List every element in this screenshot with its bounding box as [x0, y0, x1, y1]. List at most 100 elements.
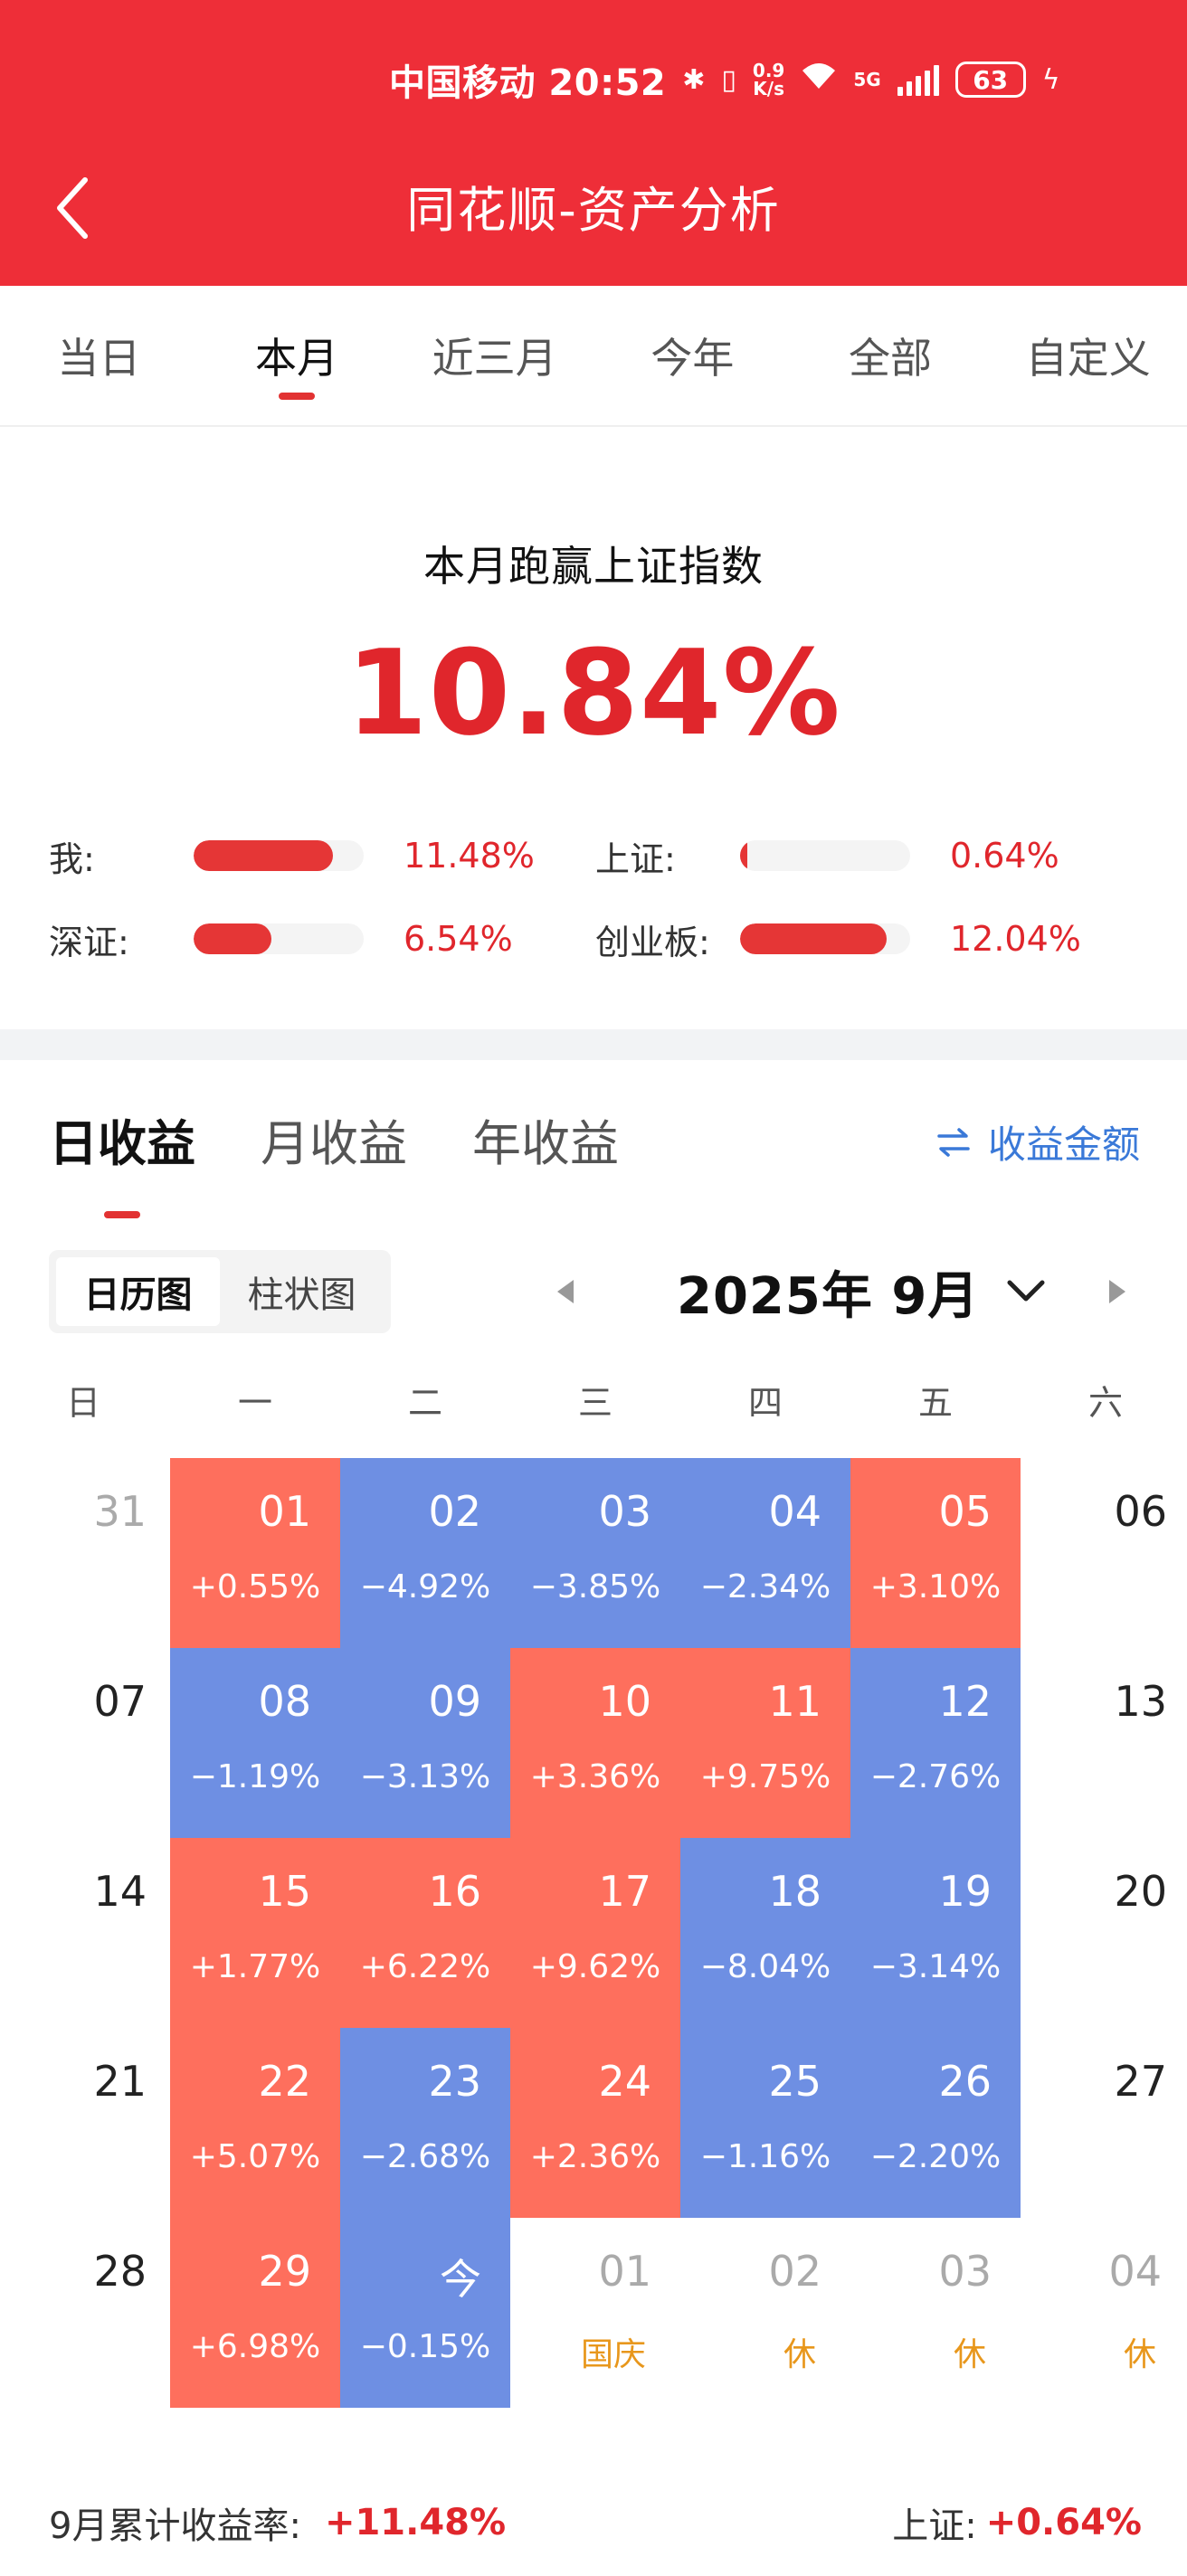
comparison-bar: [194, 840, 364, 871]
comparison-bar: [194, 923, 364, 954]
month-picker-button[interactable]: [1006, 1279, 1046, 1304]
comparison-bar: [740, 840, 910, 871]
calendar-day-return: −2.76%: [869, 1758, 1002, 1795]
calendar-day-cell[interactable]: 11 +9.75%: [680, 1648, 850, 1838]
calendar-day-cell[interactable]: 25 −1.16%: [680, 2028, 850, 2218]
triangle-right-icon: [1109, 1280, 1125, 1303]
calendar-day-return: +6.98%: [189, 2328, 321, 2365]
tab-last-three-months[interactable]: 近三月: [432, 334, 557, 383]
next-month-button[interactable]: [1095, 1264, 1140, 1319]
calendar-day-cell[interactable]: 19 −3.14%: [850, 1838, 1021, 2028]
comparison-value: 11.48%: [404, 836, 535, 876]
calendar-day-cell[interactable]: 05 +3.10%: [850, 1458, 1021, 1648]
signal-icon: [897, 63, 939, 96]
index-summary: 上证: +0.64%: [892, 2496, 1142, 2549]
comparison-shanghai: 上证: 0.64%: [595, 829, 1059, 883]
comparison-value: 6.54%: [404, 919, 513, 959]
tab-monthly-earnings[interactable]: 月收益: [261, 1115, 407, 1172]
calendar-day-number: 20: [1114, 1867, 1167, 1916]
calendar-day-number: 05: [938, 1487, 992, 1536]
calendar-day-number: 16: [428, 1867, 481, 1916]
calendar-day-number: 21: [93, 2057, 147, 2106]
view-toggle: 日历图 柱状图: [49, 1250, 391, 1333]
calendar-day-number: 31: [93, 1487, 147, 1536]
index-value: +0.64%: [985, 2502, 1142, 2543]
back-button[interactable]: [45, 172, 100, 244]
calendar-day-empty: 07: [0, 1648, 170, 1838]
comparison-value: 0.64%: [950, 836, 1059, 876]
comparison-label: 上证:: [595, 838, 676, 879]
triangle-left-icon: [557, 1280, 574, 1303]
calendar-day-number: 03: [938, 2247, 992, 2296]
comparison-label: 创业板:: [595, 922, 710, 962]
calendar-day-cell[interactable]: 今 −0.15%: [340, 2218, 510, 2408]
calendar-day-empty: 13: [1021, 1648, 1187, 1838]
calendar-day-cell[interactable]: 09 −3.13%: [340, 1648, 510, 1838]
vibrate-icon: ▯: [721, 63, 736, 96]
battery-icon: 63: [954, 62, 1026, 98]
calendar-day-empty: 04 休: [1021, 2218, 1187, 2408]
view-calendar-button[interactable]: 日历图: [56, 1257, 220, 1326]
prev-month-button[interactable]: [543, 1264, 588, 1319]
wifi-icon: [801, 62, 837, 98]
calendar-day-return: −2.20%: [869, 2138, 1002, 2175]
calendar-day-empty: 06: [1021, 1458, 1187, 1648]
calendar-day-cell[interactable]: 10 +3.36%: [510, 1648, 680, 1838]
calendar-day-return: −3.85%: [529, 1568, 661, 1605]
comparison-shenzhen: 深证: 6.54%: [49, 912, 513, 966]
calendar-day-return: −4.92%: [359, 1568, 491, 1605]
amount-toggle-button[interactable]: 收益金额: [935, 1114, 1140, 1170]
weekday-header: 日一二三四五六: [0, 1375, 1187, 1429]
calendar-holiday-label: 休: [783, 2336, 816, 2373]
comparison-label: 深证:: [49, 922, 129, 962]
calendar-day-cell[interactable]: 08 −1.19%: [170, 1648, 340, 1838]
weekday-label: 三: [577, 1383, 612, 1423]
weekday-label: 一: [237, 1383, 272, 1423]
calendar-day-cell[interactable]: 15 +1.77%: [170, 1838, 340, 2028]
calendar-day-cell[interactable]: 26 −2.20%: [850, 2028, 1021, 2218]
calendar-day-cell[interactable]: 22 +5.07%: [170, 2028, 340, 2218]
calendar-day-cell[interactable]: 18 −8.04%: [680, 1838, 850, 2028]
tab-all[interactable]: 全部: [849, 334, 933, 383]
comparison-bar: [740, 923, 910, 954]
weekday-label: 五: [917, 1383, 953, 1423]
calendar-day-cell[interactable]: 17 +9.62%: [510, 1838, 680, 2028]
tab-today[interactable]: 当日: [57, 334, 141, 383]
tab-custom[interactable]: 自定义: [1025, 334, 1151, 383]
calendar-day-empty: 28: [0, 2218, 170, 2408]
calendar-day-cell[interactable]: 24 +2.36%: [510, 2028, 680, 2218]
calendar-day-cell[interactable]: 23 −2.68%: [340, 2028, 510, 2218]
comparison-chinext: 创业板: 12.04%: [595, 912, 1081, 966]
calendar-day-number: 03: [598, 1487, 651, 1536]
weekday-label: 二: [407, 1383, 442, 1423]
tab-this-month[interactable]: 本月: [198, 286, 396, 425]
calendar-day-return: +0.55%: [189, 1568, 321, 1605]
calendar-day-number: 17: [598, 1867, 651, 1916]
comparison-bar-fill: [740, 840, 748, 871]
calendar-day-empty: 03 休: [850, 2218, 1021, 2408]
calendar-day-cell[interactable]: 03 −3.85%: [510, 1458, 680, 1648]
calendar-day-cell[interactable]: 29 +6.98%: [170, 2218, 340, 2408]
calendar-day-number: 14: [93, 1867, 147, 1916]
calendar-day-number: 10: [598, 1677, 651, 1726]
calendar-day-number: 今: [440, 2255, 481, 2304]
calendar-day-return: +1.77%: [189, 1948, 321, 1985]
tab-daily-earnings[interactable]: 日收益: [49, 1103, 195, 1218]
tab-this-year[interactable]: 今年: [650, 334, 735, 383]
calendar-day-cell[interactable]: 04 −2.34%: [680, 1458, 850, 1648]
period-tabs: 当日 本月 近三月 今年 全部 自定义: [0, 286, 1187, 427]
calendar-day-return: +3.36%: [529, 1758, 661, 1795]
weekday-label: 六: [1087, 1383, 1123, 1423]
calendar-day-number: 04: [768, 1487, 821, 1536]
calendar-day-cell[interactable]: 02 −4.92%: [340, 1458, 510, 1648]
calendar-day-cell[interactable]: 12 −2.76%: [850, 1648, 1021, 1838]
calendar-day-number: 12: [938, 1677, 992, 1726]
calendar-day-cell[interactable]: 16 +6.22%: [340, 1838, 510, 2028]
summary-title: 本月跑赢上证指数: [423, 542, 764, 591]
calendar-day-number: 02: [428, 1487, 481, 1536]
tab-yearly-earnings[interactable]: 年收益: [472, 1115, 619, 1172]
calendar-day-cell[interactable]: 01 +0.55%: [170, 1458, 340, 1648]
comparison-bar-fill: [740, 923, 887, 954]
view-bar-chart-button[interactable]: 柱状图: [247, 1274, 356, 1316]
calendar-day-number: 24: [598, 2057, 651, 2106]
